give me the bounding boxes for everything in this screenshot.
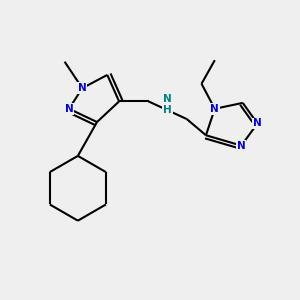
Text: N: N <box>78 83 87 93</box>
Text: N: N <box>237 141 246 151</box>
Text: N: N <box>210 104 219 114</box>
Text: N: N <box>65 104 74 114</box>
Text: N: N <box>163 94 172 104</box>
Text: H: H <box>163 105 172 115</box>
Text: N: N <box>253 118 262 128</box>
